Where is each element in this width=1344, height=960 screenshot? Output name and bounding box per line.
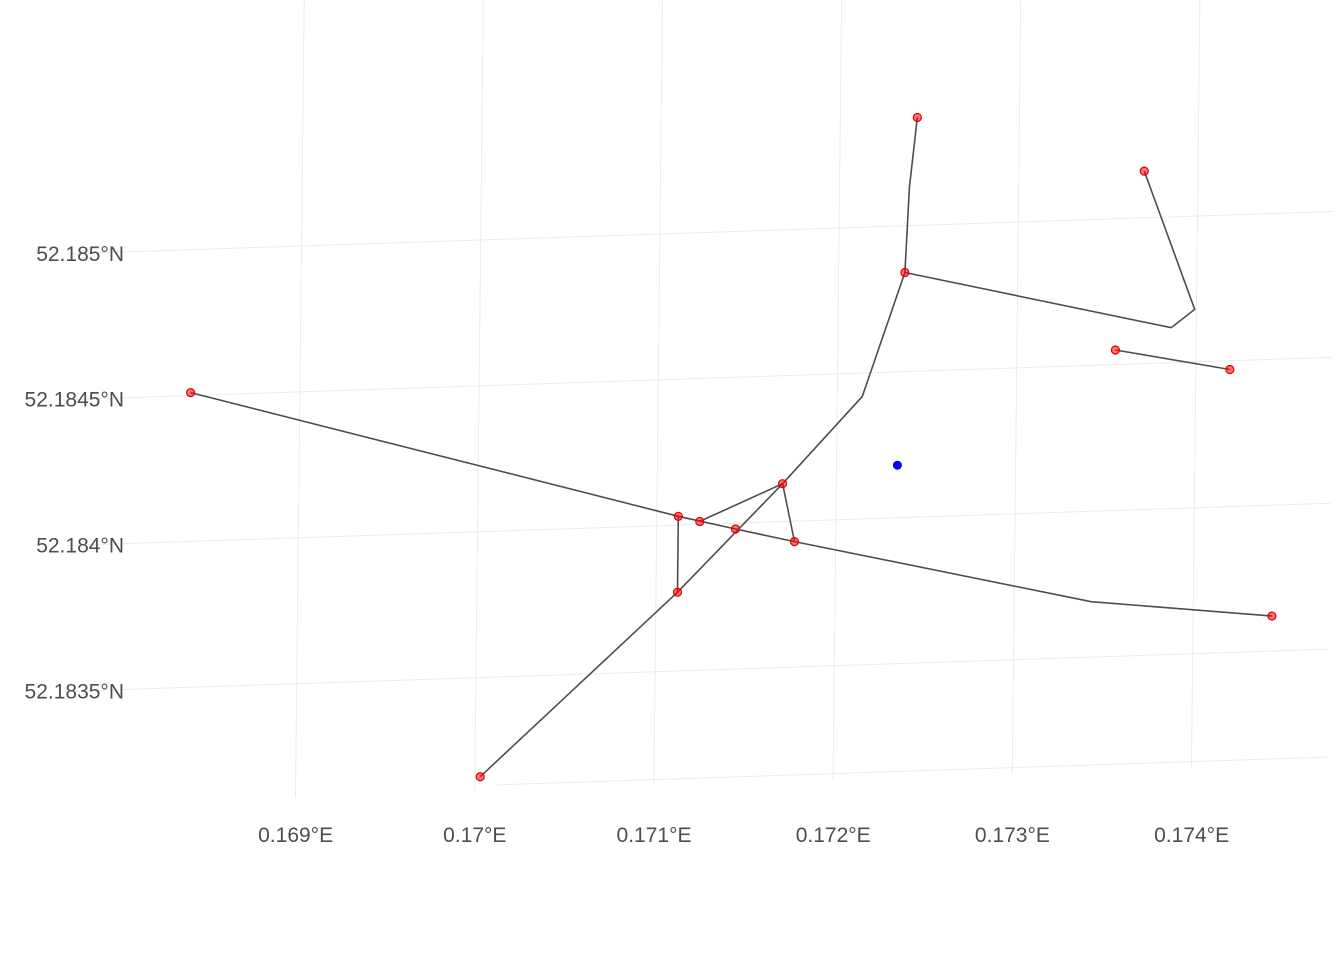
road-segment-1: [479, 117, 919, 778]
parallel-0: [64, 648, 1329, 692]
network-node-4: [695, 516, 705, 527]
road-segment-0: [190, 391, 1272, 617]
parallel-2: [67, 356, 1332, 401]
parallel-edge-0: [496, 756, 1328, 786]
network-node-3: [672, 587, 683, 597]
target-point-0: [892, 460, 902, 470]
x-axis-tick-labels: 0.169°E 0.17°E 0.171°E 0.172°E 0.173°E 0.174°…: [258, 824, 1229, 847]
y-axis-tick-labels: 52.1835°N 52.184°N 52.1845°N 52.185°N: [25, 243, 124, 704]
road-segment-2: [904, 170, 1196, 329]
network-nodes: [186, 112, 1277, 782]
meridian-5: [1190, 0, 1201, 768]
network-node-12: [1225, 364, 1235, 375]
network-node-2: [673, 511, 683, 521]
meridian-3: [832, 0, 843, 780]
network-node-5: [730, 524, 741, 534]
x-tick-label: 0.172°E: [796, 824, 871, 847]
network-node-13: [1267, 611, 1277, 621]
meridian-1: [474, 0, 484, 792]
network-node-1: [475, 772, 485, 782]
y-tick-label: 52.184°N: [36, 535, 124, 558]
network-node-7: [789, 537, 800, 547]
network-node-10: [1139, 166, 1149, 176]
x-tick-label: 0.174°E: [1154, 824, 1229, 847]
network-node-11: [1110, 345, 1121, 355]
meridian-4: [1011, 0, 1022, 774]
target-points: [892, 460, 902, 470]
meridian-0: [294, 0, 305, 798]
network-node-0: [186, 388, 196, 398]
meridian-2: [653, 0, 663, 786]
road-segment-5: [1115, 349, 1231, 371]
x-tick-label: 0.171°E: [617, 824, 692, 847]
road-segment-3: [676, 516, 680, 593]
road-network: [190, 117, 1272, 778]
parallel-3: [69, 210, 1334, 255]
x-tick-label: 0.173°E: [975, 824, 1050, 847]
network-node-8: [900, 267, 910, 278]
graticule: [64, 0, 1334, 798]
y-tick-label: 52.1835°N: [25, 680, 124, 703]
x-tick-label: 0.169°E: [258, 824, 333, 847]
y-tick-label: 52.1845°N: [25, 389, 124, 412]
y-tick-label: 52.185°N: [36, 243, 124, 266]
network-node-9: [912, 112, 922, 123]
x-tick-label: 0.17°E: [443, 824, 506, 847]
network-node-6: [777, 479, 788, 489]
road-segment-4: [699, 482, 796, 542]
